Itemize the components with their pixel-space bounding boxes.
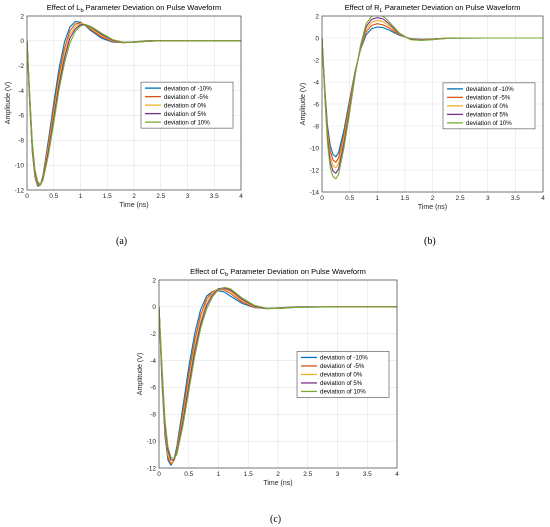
plot-frame	[26, 15, 242, 191]
x-tick-label: 4	[239, 193, 243, 200]
y-tick-label: 0	[152, 304, 156, 311]
legend-entry: deviation of -10%	[466, 86, 514, 93]
y-tick-label: -8	[313, 123, 319, 130]
chart-panel-b: 0 0.5 1 1.5 2 2.5 3 3.5 4 -14 -12 -10 -8 -6 -4 -2 0 2 Effe…	[275, 0, 550, 250]
x-tick-label: 1	[217, 471, 221, 478]
legend-entry: deviation of 0%	[164, 102, 207, 109]
y-tick-label: 2	[152, 277, 156, 284]
x-tick-label: 0.5	[184, 471, 193, 478]
legend: deviation of -10%deviation of -5%deviati…	[140, 81, 234, 129]
x-tick-label: 3.5	[363, 471, 372, 478]
legend-entry: deviation of 10%	[466, 120, 512, 127]
y-tick-label: 2	[20, 13, 24, 20]
series-line-4	[322, 16, 543, 180]
x-tick-label: 0.5	[345, 195, 354, 202]
legend-entry: deviation of 5%	[320, 380, 363, 387]
y-axis-label: Amplitude (V)	[300, 83, 307, 125]
line-chart-1: 0 0.5 1 1.5 2 2.5 3 3.5 4 -14 -12 -10 -8 -6 -4 -2 0 2 Effe…	[300, 3, 545, 211]
x-tick-label: 1	[79, 193, 83, 200]
x-tick-label: 3	[186, 193, 190, 200]
y-tick-label: -4	[313, 79, 319, 86]
y-tick-label: -2	[18, 63, 24, 70]
chart-title: Effect of Lb Parameter Deviation on Puls…	[47, 3, 221, 14]
legend-entry: deviation of -5%	[466, 95, 511, 102]
y-tick-label: -10	[310, 145, 320, 152]
caption-a: (a)	[116, 236, 128, 247]
line-chart-0: 0 0.5 1 1.5 2 2.5 3 3.5 4 -12 -10 -8 -6 -4 -2 0 2 Effect …	[5, 3, 243, 209]
x-tick-label: 3	[336, 471, 340, 478]
y-tick-label: -10	[15, 162, 25, 169]
y-tick-label: 0	[315, 35, 319, 42]
y-axis-label: Amplitude (V)	[137, 353, 144, 395]
x-tick-label: 3.5	[511, 195, 520, 202]
chart-panel-c: 0 0.5 1 1.5 2 2.5 3 3.5 4 -12 -10 -8 -6 -4 -2 0 2 Effect …	[137, 258, 412, 527]
legend-entry: deviation of 10%	[164, 119, 210, 126]
y-tick-label: -12	[15, 187, 25, 194]
y-tick-label: -2	[313, 57, 319, 64]
x-tick-label: 0	[25, 193, 29, 200]
y-tick-label: -8	[18, 138, 24, 145]
y-tick-label: 0	[20, 38, 24, 45]
chart-title: Effect of Cb Parameter Deviation on Puls…	[190, 267, 366, 278]
x-tick-label: 1	[375, 195, 379, 202]
series-line-4	[159, 286, 397, 460]
x-tick-label: 2.5	[456, 195, 465, 202]
x-tick-label: 1.5	[400, 195, 409, 202]
y-tick-label: -12	[147, 465, 157, 472]
y-tick-label: -6	[18, 113, 24, 120]
caption-c: (c)	[270, 514, 282, 525]
legend-entry: deviation of -5%	[320, 363, 365, 370]
x-tick-label: 2.5	[156, 193, 165, 200]
y-tick-label: -6	[313, 101, 319, 108]
x-tick-label: 2.5	[303, 471, 312, 478]
y-tick-label: 2	[315, 13, 319, 20]
y-tick-label: -8	[150, 412, 156, 419]
x-tick-label: 3	[486, 195, 490, 202]
legend-entry: deviation of 10%	[320, 389, 366, 396]
x-tick-label: 2	[276, 471, 280, 478]
caption-b: (b)	[424, 236, 436, 247]
legend-entry: deviation of 5%	[466, 112, 509, 119]
legend-entry: deviation of -5%	[164, 94, 209, 101]
x-tick-label: 0.5	[49, 193, 58, 200]
chart-panel-a: 0 0.5 1 1.5 2 2.5 3 3.5 4 -12 -10 -8 -6 -4 -2 0 2 Effect …	[0, 0, 275, 250]
legend: deviation of -10%deviation of -5% deviati…	[296, 351, 390, 398]
x-tick-label: 3.5	[210, 193, 219, 200]
x-tick-label: 1.5	[103, 193, 112, 200]
x-tick-label: 4	[541, 195, 545, 202]
plot-frame	[158, 279, 398, 469]
x-tick-label: 2	[132, 193, 136, 200]
legend-entry: deviation of 0%	[466, 103, 509, 110]
x-tick-label: 2	[431, 195, 435, 202]
y-tick-label: -4	[150, 358, 156, 365]
x-axis-label: Time (ns)	[263, 480, 292, 487]
chart-title: Effect of RL Parameter Deviation on Puls…	[345, 3, 521, 14]
y-tick-label: -6	[150, 385, 156, 392]
y-tick-label: -4	[18, 88, 24, 95]
x-tick-label: 0	[320, 195, 324, 202]
y-axis-label: Amplitude (V)	[5, 82, 12, 124]
x-axis-label: Time (ns)	[119, 202, 148, 209]
x-tick-label: 1.5	[244, 471, 253, 478]
y-tick-label: -10	[147, 438, 157, 445]
plot-frame	[321, 15, 544, 193]
y-tick-label: -2	[150, 331, 156, 338]
x-axis-label: Time (ns)	[418, 204, 447, 211]
legend-entry: deviation of 5%	[164, 111, 207, 118]
y-tick-label: -14	[310, 189, 320, 196]
legend-entry: deviation of -10%	[320, 355, 368, 362]
y-tick-label: -12	[310, 167, 320, 174]
x-tick-label: 0	[157, 471, 161, 478]
legend-entry: deviation of 0%	[320, 372, 363, 379]
x-tick-label: 4	[395, 471, 399, 478]
series-line-4	[27, 24, 241, 186]
legend-entry: deviation of -10%	[164, 85, 212, 92]
line-chart-2: 0 0.5 1 1.5 2 2.5 3 3.5 4 -12 -10 -8 -6 -4 -2 0 2 Effect …	[137, 267, 399, 487]
legend: deviation of -10%deviation of -5%deviati…	[442, 82, 536, 130]
